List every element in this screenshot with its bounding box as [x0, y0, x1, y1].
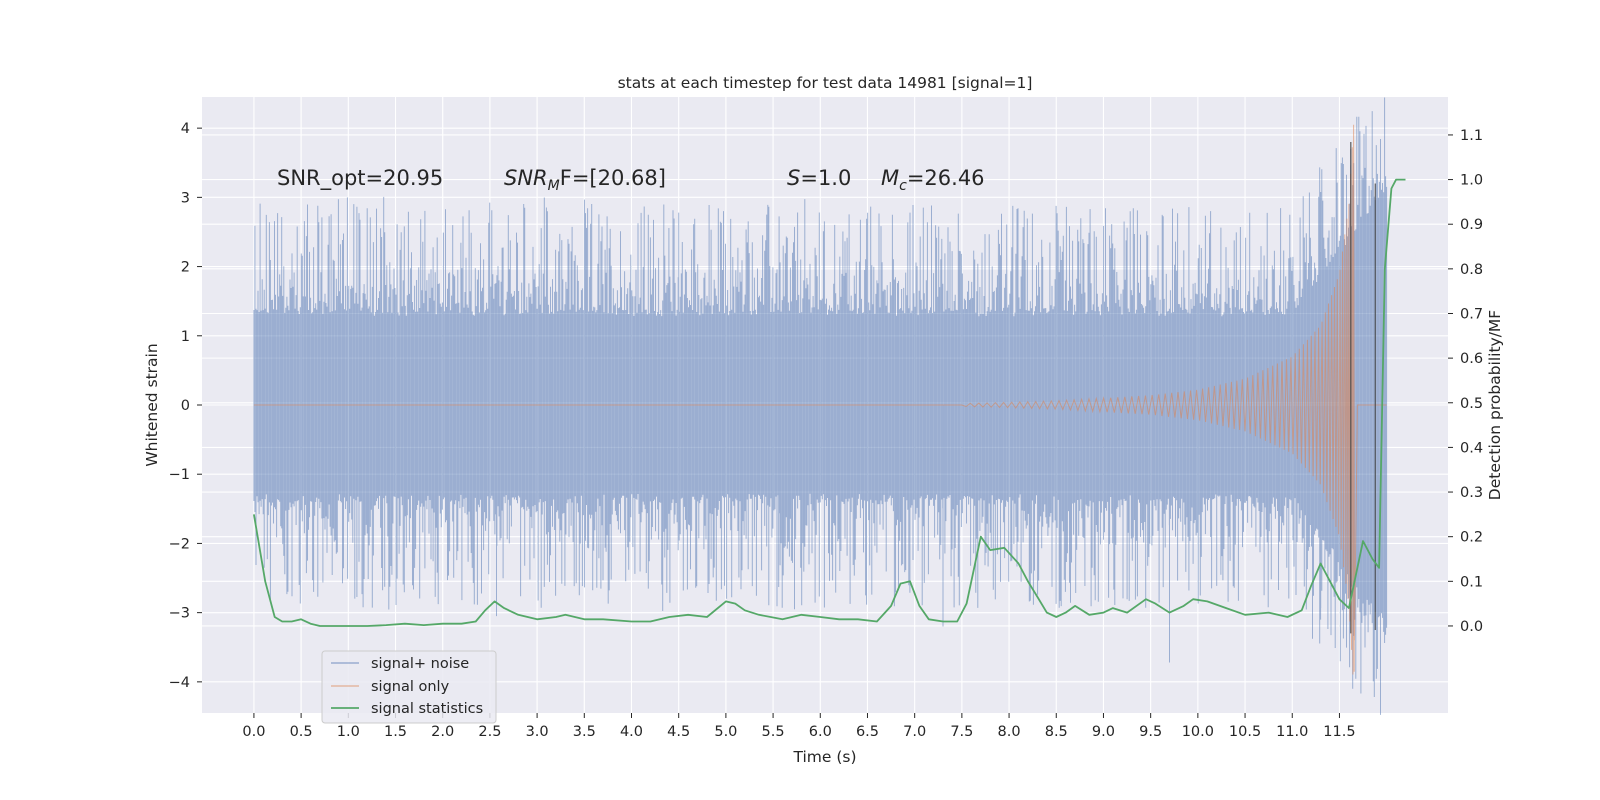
y2-tick-label: 1.0 — [1460, 173, 1483, 189]
x-tick-label: 0.0 — [242, 724, 265, 740]
y-tick-label: 2 — [181, 260, 190, 276]
x-tick-label: 11.5 — [1323, 724, 1355, 740]
y-tick-label: −4 — [169, 675, 190, 691]
y2-tick-label: 0.1 — [1460, 574, 1483, 590]
x-tick-label: 7.0 — [903, 724, 926, 740]
legend-label-signal-plus-noise: signal+ noise — [371, 656, 469, 672]
x-tick-label: 9.0 — [1092, 724, 1115, 740]
merger-markers — [1350, 141, 1377, 634]
y-tick-label: −2 — [169, 536, 190, 552]
x-tick-label: 11.0 — [1276, 724, 1308, 740]
y2-axis-ticks: 1.1 1.0 0.9 0.8 0.7 0.6 0.5 0.4 0.3 0.2 0.1 0.0 — [1448, 128, 1483, 635]
mc-symbol: M — [881, 166, 899, 190]
y-tick-label: 4 — [181, 121, 190, 137]
series-signal-statistics — [253, 178, 1406, 627]
x-tick-label: 1.5 — [384, 724, 407, 740]
x-tick-label: 1.0 — [337, 724, 360, 740]
y2-tick-label: 1.1 — [1460, 128, 1483, 144]
x-tick-label: 9.5 — [1139, 724, 1162, 740]
x-tick-label: 10.5 — [1229, 724, 1261, 740]
y2-tick-label: 0.3 — [1460, 485, 1483, 501]
annotation-mc: Mc=26.46 — [881, 166, 985, 194]
y2-tick-label: 0.6 — [1460, 351, 1483, 367]
x-tick-label: 5.0 — [714, 724, 737, 740]
s-symbol: S — [787, 166, 800, 190]
y-tick-label: −3 — [169, 606, 190, 622]
x-tick-label: 4.0 — [620, 724, 643, 740]
signal-only-trace — [253, 124, 1387, 675]
y2-tick-label: 0.9 — [1460, 217, 1483, 233]
x-tick-label: 2.0 — [431, 724, 454, 740]
x-tick-label: 6.5 — [856, 724, 879, 740]
annotation-snr-opt: SNR_opt=20.95 — [277, 166, 443, 191]
y2-tick-label: 0.4 — [1460, 440, 1483, 456]
y-tick-label: 3 — [181, 190, 190, 206]
annotation-s: S=1.0 — [787, 166, 851, 190]
mc-subscript: c — [899, 178, 907, 194]
signal-statistics-trace — [253, 178, 1406, 627]
x-tick-label: 3.0 — [526, 724, 549, 740]
x-tick-label: 0.5 — [290, 724, 313, 740]
annotation-snr-mf: SNRMF=[20.68] — [504, 166, 666, 194]
mc-value: =26.46 — [907, 166, 985, 190]
x-tick-label: 2.5 — [478, 724, 501, 740]
x-tick-label: 8.5 — [1045, 724, 1068, 740]
snr-mf-subscript: M — [548, 178, 560, 194]
s-value: =1.0 — [800, 166, 851, 190]
series-signal-only — [253, 124, 1387, 675]
legend-label-signal-statistics: signal statistics — [371, 701, 483, 717]
y2-axis-label: Detection probability/MF — [1486, 310, 1504, 501]
x-tick-label: 6.0 — [809, 724, 832, 740]
x-tick-label: 4.5 — [667, 724, 690, 740]
chart-title: stats at each timestep for test data 149… — [618, 74, 1033, 92]
y2-tick-label: 0.5 — [1460, 396, 1483, 412]
y2-tick-label: 0.2 — [1460, 530, 1483, 546]
y-tick-label: 0 — [181, 398, 190, 414]
y2-tick-label: 0.0 — [1460, 619, 1483, 635]
y-tick-label: 1 — [181, 329, 190, 345]
x-axis-label: Time (s) — [792, 748, 856, 766]
y-tick-label: −1 — [169, 467, 190, 483]
x-tick-label: 10.0 — [1182, 724, 1214, 740]
x-tick-label: 5.5 — [762, 724, 785, 740]
x-tick-label: 7.5 — [950, 724, 973, 740]
legend: signal+ noise signal only signal statist… — [321, 650, 497, 724]
y-axis-ticks: 4 3 2 1 0 −1 −2 −3 −4 — [169, 121, 202, 691]
x-axis-ticks: 0.0 0.5 1.0 1.5 2.0 2.5 3.0 3.5 4.0 4.5 5.0 5.5 6.0 6… — [242, 713, 1356, 740]
x-tick-label: 3.5 — [573, 724, 596, 740]
x-tick-label: 8.0 — [998, 724, 1021, 740]
y2-tick-label: 0.8 — [1460, 262, 1483, 278]
y-axis-label: Whitened strain — [143, 343, 161, 466]
legend-label-signal-only: signal only — [371, 679, 450, 695]
snr-mf-symbol: SNR — [504, 166, 548, 190]
legend-box — [321, 650, 497, 724]
snr-mf-value: F=[20.68] — [560, 166, 666, 190]
y2-tick-label: 0.7 — [1460, 306, 1483, 322]
